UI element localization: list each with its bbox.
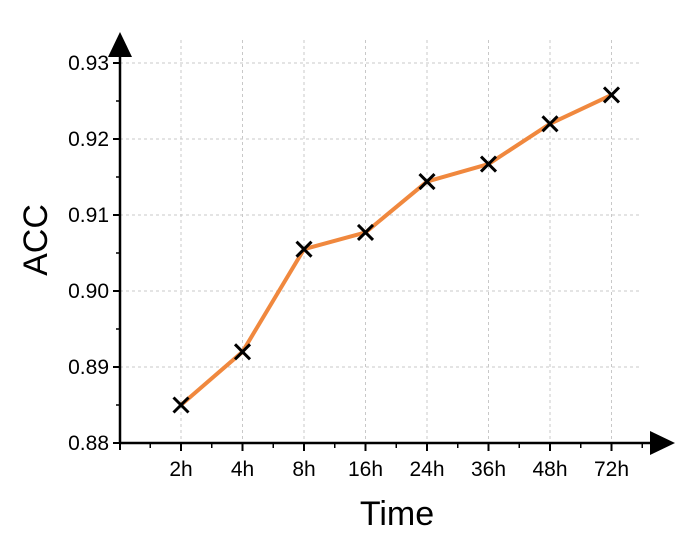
tick-labels: 0.88 0.89 0.90 0.91 0.92 0.93 2h 4h 8h 16h 24h 36h 4… [68,52,629,481]
x-tick-label: 4h [231,458,254,481]
marker-stroke [602,86,621,104]
y-tick-label: 0.91 [68,204,109,227]
marker-stroke [295,240,313,258]
data-point-marker [541,115,559,133]
marker-stroke [233,343,252,361]
x-tick-label: 8h [292,458,315,481]
axes [108,32,675,455]
data-series [172,86,621,414]
data-point-marker [172,396,190,414]
data-point-marker [602,86,621,104]
y-axis-arrow [108,32,132,57]
data-point-marker [233,343,252,361]
x-tick-label: 36h [471,458,506,481]
marker-stroke [418,172,436,191]
marker-stroke [172,396,190,414]
x-tick-label: 2h [169,458,192,481]
y-tick-label: 0.90 [68,280,109,303]
marker-stroke [541,115,559,133]
data-point-marker [479,155,498,173]
x-axis-title: Time [360,495,434,533]
data-point-marker [356,223,375,242]
x-tick-label: 48h [532,458,567,481]
y-tick-label: 0.93 [68,52,109,75]
x-tick-label: 24h [409,458,444,481]
marker-stroke [356,223,375,242]
x-tick-label: 16h [348,458,383,481]
series-line [179,92,614,407]
grid-lines [120,40,640,443]
y-tick-label: 0.89 [68,356,109,379]
y-axis-title: ACC [17,204,55,276]
x-tick-label: 72h [594,458,629,481]
data-point-marker [418,172,436,191]
y-tick-label: 0.92 [68,128,109,151]
data-point-marker [295,240,313,258]
y-tick-label: 0.88 [68,432,109,455]
marker-stroke [479,155,498,173]
x-axis-arrow [650,431,675,455]
